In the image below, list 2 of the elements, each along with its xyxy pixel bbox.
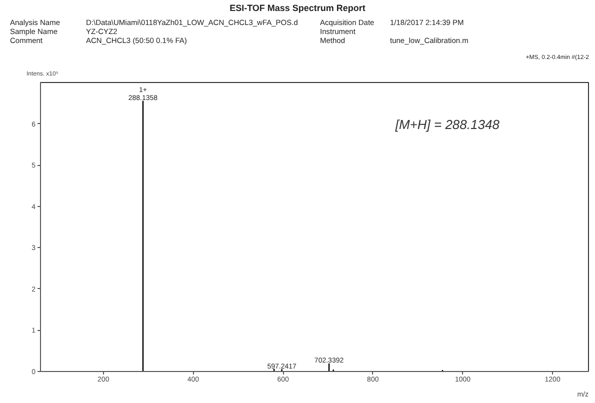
annotation: [M+H] = 288.1348: [394, 117, 500, 132]
chart-title: ESI-TOF Mass Spectrum Report: [228, 2, 366, 15]
